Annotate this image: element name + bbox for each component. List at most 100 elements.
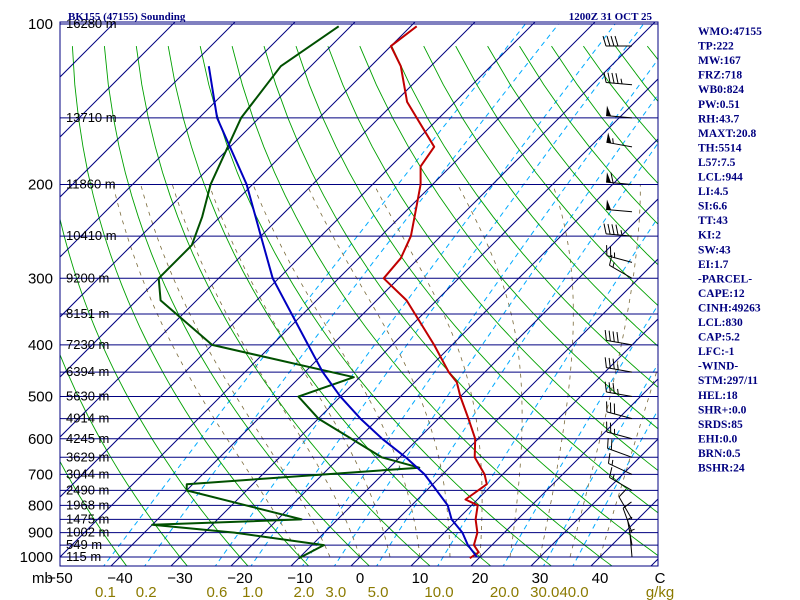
index-line: LCL:830 <box>698 317 743 329</box>
height-label: 7230 m <box>66 337 109 352</box>
wind-barb <box>618 488 633 520</box>
height-label: 1475 m <box>66 511 109 526</box>
mixing-ratio-label: 0.2 <box>136 584 157 600</box>
index-line: TT:43 <box>698 215 728 227</box>
index-line: FRZ:718 <box>698 70 742 82</box>
dry-adiabat <box>359 45 658 430</box>
temp-tick: 0 <box>356 570 364 587</box>
height-label: 115 m <box>66 549 101 564</box>
index-line: -WIND- <box>698 361 738 373</box>
isotherm <box>60 22 356 318</box>
pressure-tick-1000: 1000 <box>20 549 53 566</box>
isotherm <box>290 198 658 566</box>
pressure-tick-200: 200 <box>28 176 53 193</box>
isotherm <box>60 22 536 498</box>
isotherm <box>110 22 656 566</box>
dry-adiabat <box>60 460 128 566</box>
index-line: CAP:5.2 <box>698 332 740 344</box>
isotherm <box>470 378 658 566</box>
wind-barb <box>608 255 633 279</box>
mixing-ratio-label: 2.0 <box>294 584 315 600</box>
height-label: 16280 m <box>66 16 117 31</box>
pressure-tick-700: 700 <box>28 466 53 483</box>
dewpoint-profile <box>151 25 421 560</box>
temp-tick: 20 <box>472 570 489 587</box>
wind-barb <box>607 437 633 458</box>
index-line: BRN:0.5 <box>698 448 741 460</box>
plot-frame <box>59 21 659 567</box>
index-line: EI:1.7 <box>698 259 729 271</box>
index-line: KI:2 <box>698 230 721 242</box>
moist-adiabat-2 <box>171 184 361 558</box>
index-line: HEL:18 <box>698 390 738 402</box>
pressure-tick-600: 600 <box>28 431 53 448</box>
temp-tick: 40 <box>592 570 609 587</box>
index-line: LI:4.5 <box>698 186 729 198</box>
temp-tick: −40 <box>107 570 132 587</box>
height-label: 3044 m <box>66 466 109 481</box>
index-line: SW:43 <box>698 244 731 256</box>
height-label: 11860 m <box>66 176 116 191</box>
wind-barb <box>608 467 633 491</box>
wind-barb <box>606 401 633 420</box>
mixing-ratio-label: 3.0 <box>325 584 346 600</box>
index-line: LCL:944 <box>698 172 743 184</box>
mixing-ratio-label: 5.0 <box>368 584 389 600</box>
plot-background <box>60 22 658 566</box>
height-label: 13710 m <box>66 110 117 125</box>
temp-tick: −50 <box>47 570 72 587</box>
temp-tick: C <box>655 570 666 587</box>
index-line: TH:5514 <box>698 142 742 154</box>
height-label: 5630 m <box>66 389 109 404</box>
wind-barb <box>606 199 633 213</box>
index-line: L57:7.5 <box>698 157 736 169</box>
index-line: EHI:0.0 <box>698 433 738 445</box>
temperature-profile <box>382 25 488 560</box>
mixing-ratio-label: 40.0 <box>559 584 588 600</box>
wind-barb <box>604 329 633 346</box>
wind-barb <box>629 528 635 558</box>
isotherm <box>410 318 658 566</box>
mixing-ratio-label: 30.0 <box>530 584 559 600</box>
dry-adiabat <box>60 353 188 566</box>
mixing-ratio-line-1 <box>144 23 559 566</box>
index-line: SHR+:0.0 <box>698 404 747 416</box>
height-label: 10410 m <box>66 228 117 243</box>
parcel-profile <box>207 66 478 558</box>
mixing-ratio-line-2 <box>214 23 616 566</box>
pressure-tick-400: 400 <box>28 337 53 354</box>
temp-tick: 30 <box>532 570 549 587</box>
moist-adiabat-9 <box>569 184 641 558</box>
index-line: TP:222 <box>698 41 734 53</box>
mixing-ratio-line-6 <box>376 142 658 566</box>
mixing-ratio-label: 20.0 <box>490 584 519 600</box>
isotherm <box>60 22 596 558</box>
pressure-unit-label: mb <box>32 570 53 587</box>
index-line: SI:6.6 <box>698 201 727 213</box>
pressure-tick-500: 500 <box>28 389 53 406</box>
temp-tick: −10 <box>287 570 312 587</box>
wind-barb <box>604 357 633 373</box>
index-line: CINH:49263 <box>698 302 761 314</box>
dry-adiabat <box>135 46 431 566</box>
index-line: STM:297/11 <box>698 375 758 387</box>
isotherm <box>60 22 296 258</box>
height-label: 8151 m <box>66 306 109 321</box>
wind-barb <box>604 381 633 398</box>
temp-tick: 10 <box>412 570 429 587</box>
dry-adiabat <box>487 45 658 266</box>
index-line: CAPE:12 <box>698 288 745 300</box>
mixing-ratio-label: 1.0 <box>242 584 263 600</box>
dry-adiabat <box>327 45 658 472</box>
height-label: 2490 m <box>66 482 109 497</box>
pressure-tick-900: 900 <box>28 525 53 542</box>
height-label: 6394 m <box>66 364 109 379</box>
index-line: BSHR:24 <box>698 463 745 475</box>
wind-barb <box>603 72 633 86</box>
pressure-tick-100: 100 <box>28 16 53 33</box>
wind-barb <box>606 421 633 440</box>
wind-barb <box>603 223 633 237</box>
wind-barb <box>607 453 633 475</box>
dry-adiabat <box>423 45 658 347</box>
temp-tick: −20 <box>227 570 252 587</box>
